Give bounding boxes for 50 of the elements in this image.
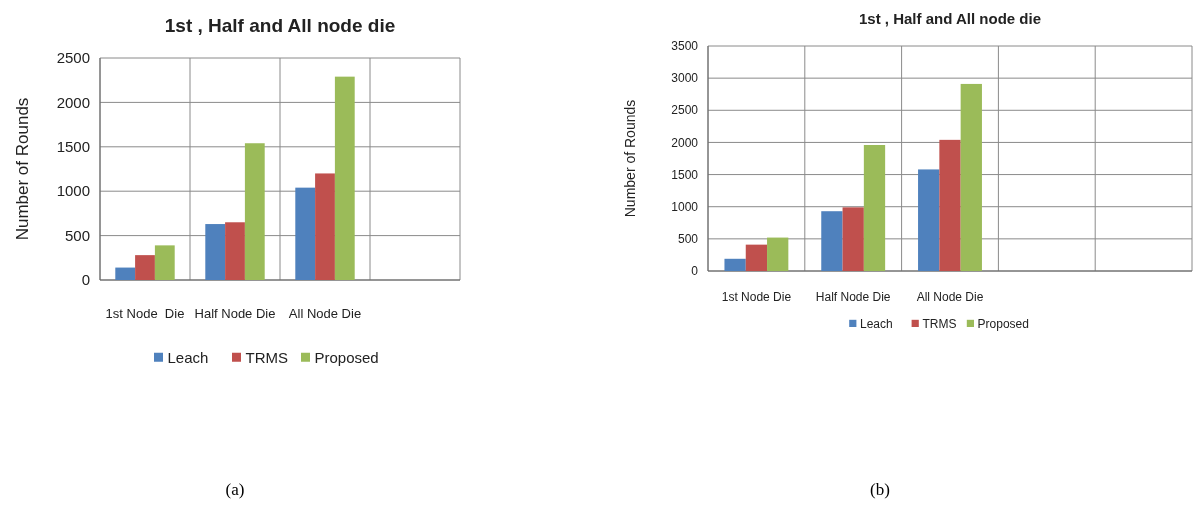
y-tick-label: 500 <box>64 226 90 244</box>
y-axis-title: Number of Rounds <box>12 97 32 241</box>
y-tick-label: 2500 <box>671 103 699 118</box>
y-tick-label: 0 <box>691 264 699 279</box>
x-tick-label: All Node Die <box>916 290 984 304</box>
y-tick-label: 2500 <box>56 49 90 67</box>
legend-label: Proposed <box>314 349 379 367</box>
bar <box>334 76 355 280</box>
chart-title: 1st , Half and All node die <box>164 15 396 36</box>
x-tick-label: 1st Node Die <box>721 290 792 304</box>
legend-label: Leach <box>860 317 893 332</box>
y-tick-label: 3500 <box>671 39 699 54</box>
x-tick-label: All Node Die <box>288 306 362 321</box>
x-tick-label: 1st Node Die <box>105 306 185 321</box>
y-tick-label: 1500 <box>56 138 90 156</box>
y-tick-label: 500 <box>677 232 699 247</box>
chart-title: 1st , Half and All node die <box>859 10 1041 27</box>
bar <box>821 211 843 271</box>
bar <box>315 173 335 280</box>
legend-label: TRMS <box>922 317 957 332</box>
bar <box>225 222 245 280</box>
bar <box>154 245 175 280</box>
bar <box>767 237 789 271</box>
bar <box>842 207 864 271</box>
x-tick-label: Half Node Die <box>815 290 891 304</box>
bar <box>135 255 155 280</box>
legend-label: TRMS <box>245 349 288 367</box>
bar <box>244 143 265 280</box>
legend-label: Leach <box>167 349 209 367</box>
bar <box>745 244 768 271</box>
y-tick-label: 1000 <box>671 199 699 214</box>
x-tick-label: Half Node Die <box>194 306 276 321</box>
y-tick-label: 2000 <box>56 93 90 111</box>
bar <box>960 83 982 271</box>
legend-label: Proposed <box>977 317 1029 332</box>
bar <box>863 145 886 271</box>
y-tick-label: 0 <box>81 271 90 289</box>
y-tick-label: 1000 <box>56 182 90 200</box>
y-tick-label: 3000 <box>671 71 699 86</box>
text: (a) <box>225 480 245 499</box>
bar <box>295 187 316 280</box>
y-tick-label: 1500 <box>671 167 699 182</box>
bar <box>115 267 136 280</box>
bar <box>205 224 226 280</box>
bar <box>918 169 940 271</box>
text: (b) <box>870 480 890 499</box>
y-tick-label: 2000 <box>671 135 699 150</box>
bar <box>724 258 746 271</box>
bar <box>939 139 961 271</box>
y-axis-title: Number of Rounds <box>621 99 638 218</box>
